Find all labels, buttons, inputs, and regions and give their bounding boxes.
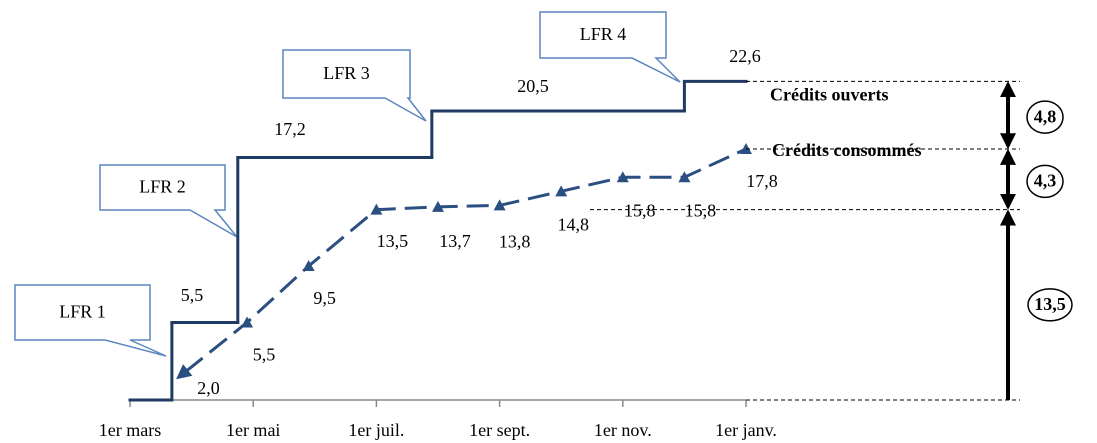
x-tick-label: 1er nov. [594, 420, 652, 440]
series-label: Crédits ouverts [770, 84, 888, 104]
value-label: 17,2 [274, 119, 306, 139]
callout-label: LFR 4 [580, 24, 627, 44]
value-label: 2,0 [197, 378, 220, 398]
callout-label: LFR 3 [323, 63, 370, 83]
callout-box [99, 164, 238, 238]
callout-label: LFR 1 [59, 302, 106, 322]
triangle-marker [370, 203, 383, 215]
bracket-circle [1027, 288, 1073, 322]
x-tick-label: 1er janv. [715, 420, 777, 440]
callout-box [14, 284, 167, 357]
callout-box [539, 11, 681, 83]
triangle-marker [432, 200, 444, 212]
value-label: 13,8 [499, 232, 531, 252]
value-label: 5,5 [253, 345, 276, 365]
bracket-label: 4,8 [1034, 106, 1057, 126]
value-label: 9,5 [313, 288, 336, 308]
value-label: 13,5 [377, 231, 409, 251]
bracket-circle [1026, 164, 1064, 199]
triangle-marker [241, 316, 254, 328]
value-label: 20,5 [517, 76, 549, 96]
value-label: 15,8 [624, 200, 656, 220]
triangle-marker [555, 185, 568, 197]
bracket-circle [1026, 100, 1064, 134]
triangle-marker [678, 171, 691, 183]
value-label: 13,7 [439, 231, 471, 251]
value-label: 5,5 [181, 285, 204, 305]
series-label: Crédits consommés [772, 140, 921, 160]
value-label: 22,6 [729, 46, 761, 66]
triangle-marker [616, 171, 629, 183]
value-label: 15,8 [685, 200, 717, 220]
x-tick-label: 1er mai [226, 420, 280, 440]
x-tick-label: 1er mars [99, 420, 161, 440]
bracket-label: 13,5 [1034, 294, 1066, 314]
triangle-marker [493, 199, 506, 211]
bracket-label: 4,3 [1034, 170, 1057, 190]
x-tick-label: 1er juil. [348, 420, 404, 440]
callout-box [282, 49, 427, 122]
value-label: 14,8 [557, 214, 589, 234]
callout-label: LFR 2 [139, 177, 186, 197]
triangle-marker [302, 260, 315, 272]
consumed-line [176, 147, 747, 380]
x-tick-label: 1er sept. [469, 420, 530, 440]
value-label: 17,8 [746, 171, 778, 191]
